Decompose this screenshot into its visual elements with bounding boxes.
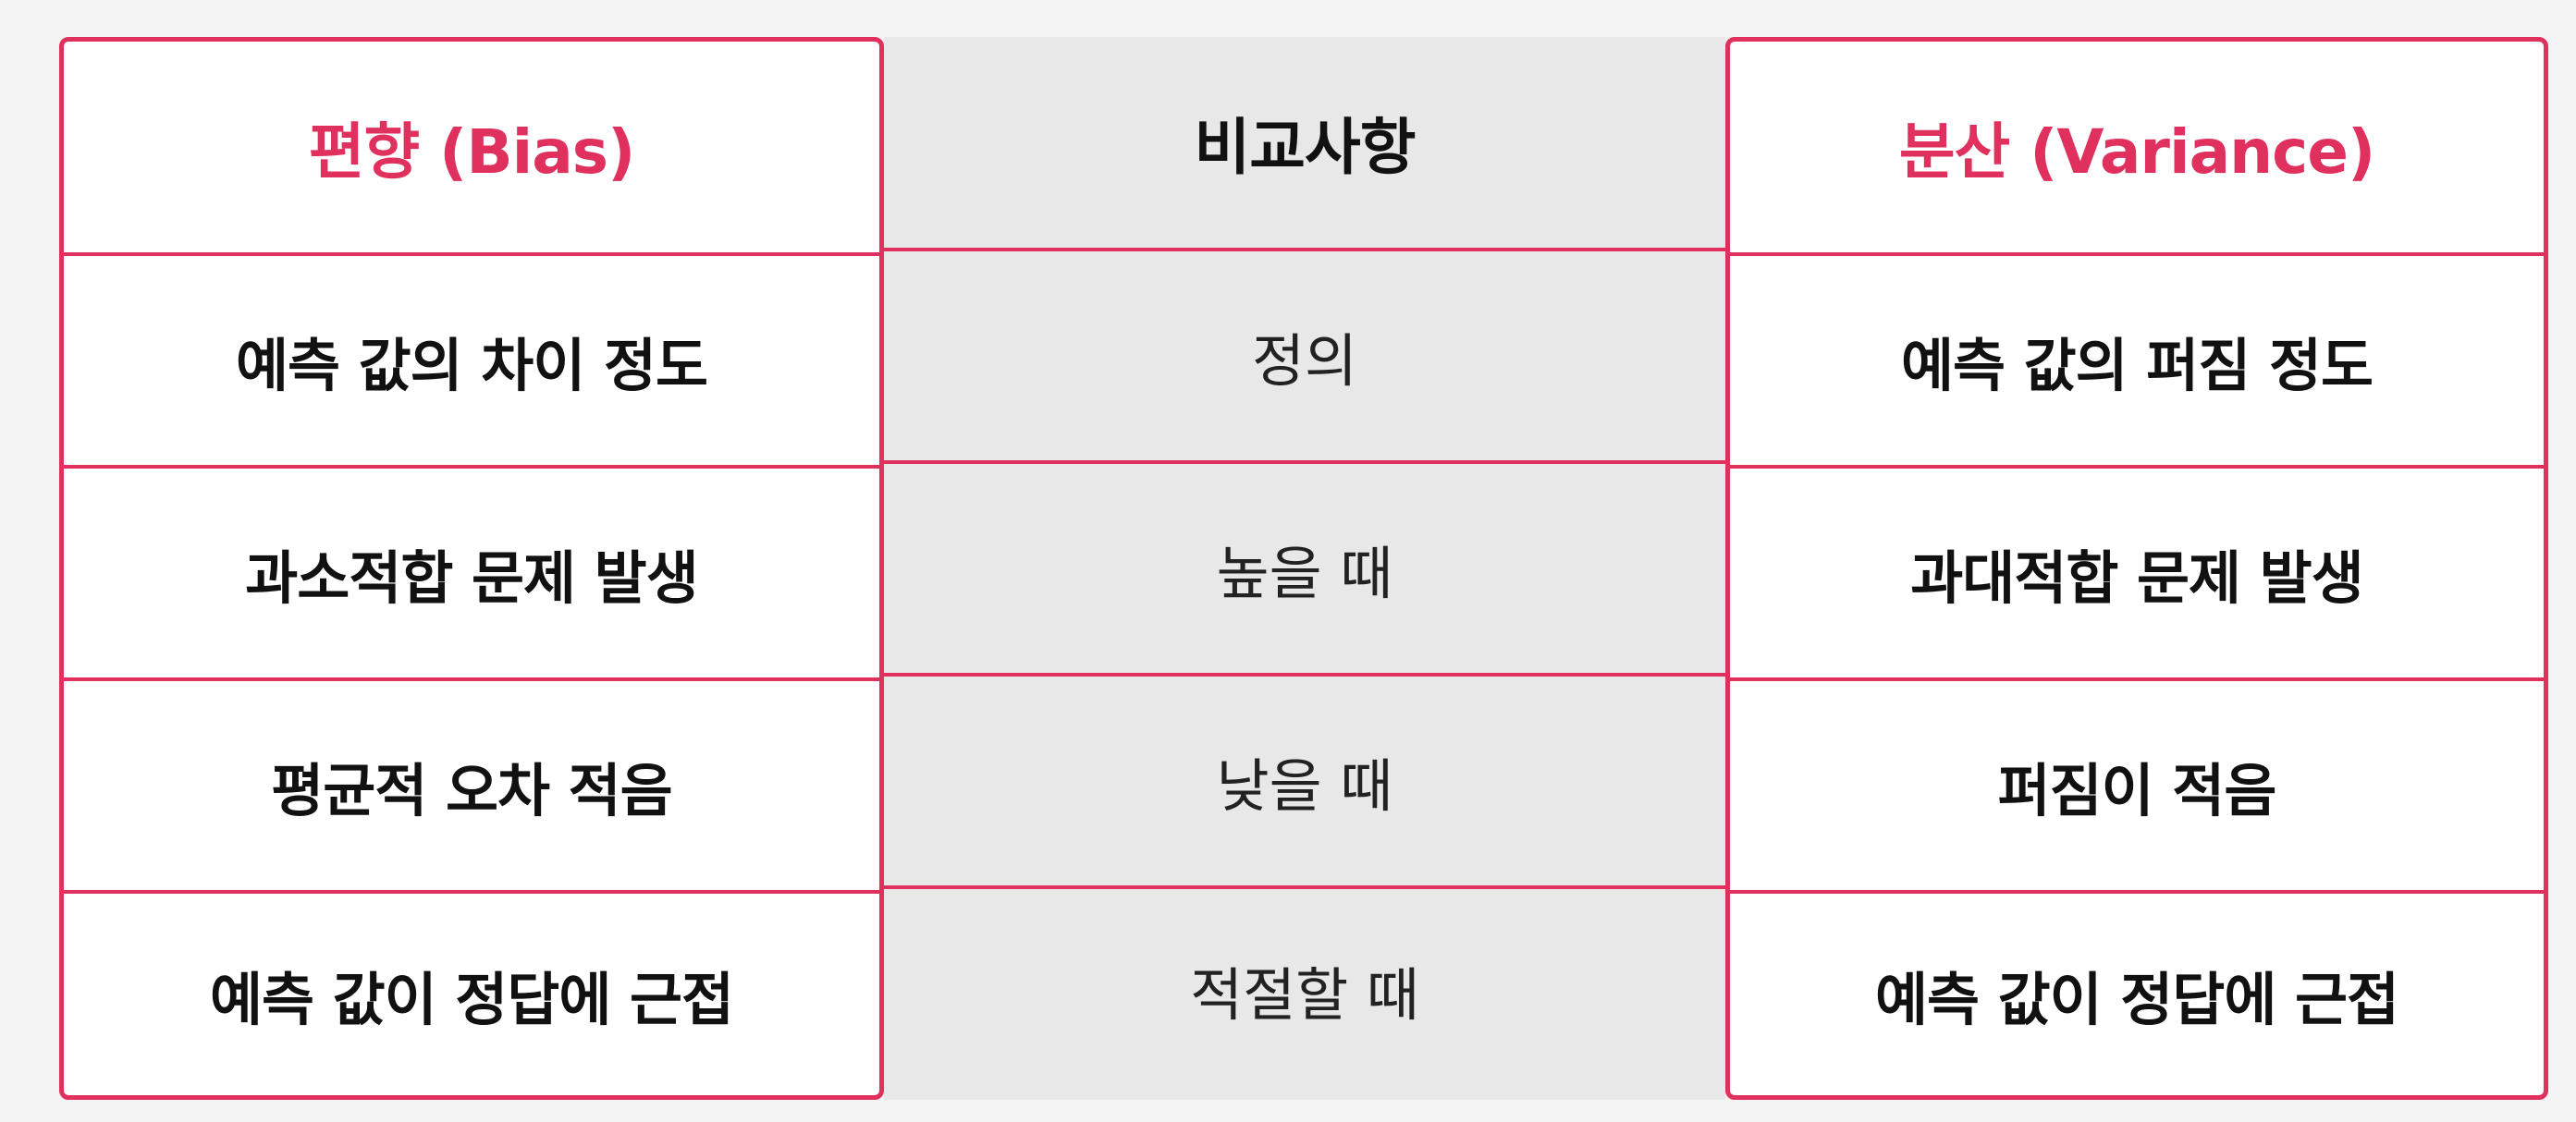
variance-header: 분산 (Variance): [1730, 42, 2544, 256]
variance-low-cell: 퍼짐이 적음: [1730, 681, 2544, 894]
variance-definition-cell: 예측 값의 퍼짐 정도: [1730, 256, 2544, 469]
bias-appropriate-cell: 예측 값이 정답에 근접: [209, 966, 734, 1033]
bias-header: 편향 (Bias): [64, 42, 879, 256]
comparison-definition-cell: 정의: [884, 251, 1725, 464]
bias-high-cell: 과소적합 문제 발생: [64, 469, 879, 681]
variance-appropriate-cell: 예측 값이 정답에 근접: [1874, 966, 2399, 1033]
bias-definition-cell: 예측 값의 차이 정도: [64, 256, 879, 469]
bias-column: 편향 (Bias) 예측 값의 차이 정도 과소적합 문제 발생 평균적 오차 …: [59, 37, 884, 1100]
comparison-low-cell: 낮을 때: [884, 677, 1725, 889]
bias-variance-comparison-table: 편향 (Bias) 예측 값의 차이 정도 과소적합 문제 발생 평균적 오차 …: [59, 37, 2548, 1100]
comparison-appropriate-cell: 적절할 때: [1190, 961, 1419, 1029]
bias-low-cell: 평균적 오차 적음: [64, 681, 879, 894]
variance-high-cell: 과대적합 문제 발생: [1730, 469, 2544, 681]
comparison-high-cell: 높을 때: [884, 464, 1725, 677]
comparison-column: 비교사항 정의 높을 때 낮을 때 적절할 때: [884, 37, 1725, 1100]
variance-column: 분산 (Variance) 예측 값의 퍼짐 정도 과대적합 문제 발생 퍼짐이…: [1725, 37, 2548, 1100]
comparison-header: 비교사항: [884, 37, 1725, 251]
